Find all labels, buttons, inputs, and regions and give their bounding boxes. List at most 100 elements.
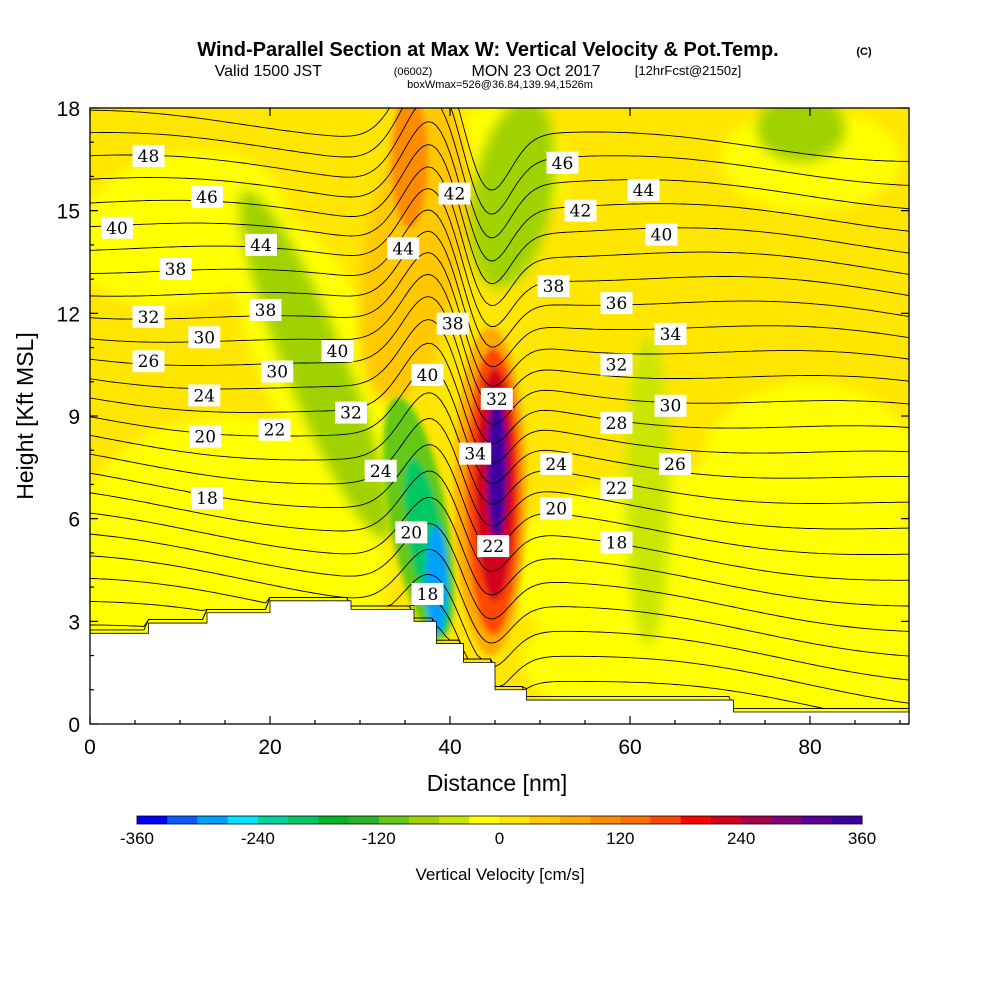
isentrope-label: 24 xyxy=(540,452,573,475)
valid-time: Valid 1500 JST xyxy=(215,63,323,80)
isentrope-line xyxy=(90,230,909,368)
x-axis-label: Distance [nm] xyxy=(427,770,568,796)
isentrope-label-text: 48 xyxy=(138,147,160,167)
isentrope-label-box xyxy=(600,292,633,315)
colorbar-segment xyxy=(680,816,712,824)
valid-date: MON 23 Oct 2017 xyxy=(472,63,601,80)
isentrope-line xyxy=(90,342,909,464)
isentrope-label: 40 xyxy=(645,223,678,246)
isentrope-label-box xyxy=(654,322,687,345)
isentrope-label: 36 xyxy=(600,292,633,315)
isentrope-label-box xyxy=(101,216,133,239)
isentrope-label-box xyxy=(132,350,165,373)
isentrope-label-text: 30 xyxy=(660,397,682,417)
isentrope-label-text: 38 xyxy=(255,301,277,321)
updraft-plume-core-upper xyxy=(391,108,428,228)
isentrope-label: 22 xyxy=(600,476,633,499)
isentrope-label-text: 22 xyxy=(482,537,504,557)
colorbar-tick-label: 240 xyxy=(727,829,755,848)
x-tick-label: 80 xyxy=(798,736,821,759)
colorbar-segment xyxy=(741,816,772,824)
isentrope-line xyxy=(90,188,909,327)
isentrope-label-box xyxy=(321,339,354,362)
y-tick-label: 9 xyxy=(68,406,80,429)
isentrope-line xyxy=(90,496,909,607)
field-region-right-mid xyxy=(702,381,909,553)
isentrope-label-text: 20 xyxy=(545,499,567,519)
isentrope-label-box xyxy=(480,387,513,410)
colorbar-segment xyxy=(620,816,652,824)
isentrope-label-box xyxy=(188,326,221,349)
isentrope-label: 28 xyxy=(600,411,633,434)
isentrope-label: 24 xyxy=(188,384,221,407)
isentrope-label-box xyxy=(540,452,573,475)
isentrope-label: 24 xyxy=(364,459,397,482)
isentrope-label-box xyxy=(245,233,277,256)
isentrope-label-text: 42 xyxy=(444,185,466,205)
y-tick-label: 18 xyxy=(57,98,80,121)
isentrope-label-box xyxy=(459,442,492,465)
x-tick-label: 40 xyxy=(438,736,461,759)
colorbar-segment xyxy=(559,816,591,824)
isentrope-label-box xyxy=(537,274,570,297)
isentrope-label: 38 xyxy=(159,257,192,280)
colorbar-segment xyxy=(257,816,289,824)
colorbar-segment xyxy=(439,816,470,824)
isentrope-label-text: 34 xyxy=(660,325,682,345)
isentrope-label: 42 xyxy=(438,182,471,205)
isentrope-label: 40 xyxy=(321,339,354,362)
colorbar-segment xyxy=(710,816,742,824)
colorbar-segment xyxy=(318,816,349,824)
isentrope-line xyxy=(90,108,909,191)
isentrope-label-box xyxy=(387,237,420,260)
x-tick-label: 20 xyxy=(258,736,281,759)
colorbar-segment xyxy=(590,816,621,824)
colorbar-segment xyxy=(137,816,168,824)
colorbar-tick-label: 360 xyxy=(848,829,876,848)
isentrope-line xyxy=(90,319,909,444)
colorbar-segment xyxy=(771,816,803,824)
isentrope-label: 18 xyxy=(191,487,223,510)
isentrope-label-box xyxy=(436,312,469,335)
isentrope-label: 30 xyxy=(654,394,687,417)
isentrope-label-box xyxy=(258,418,291,441)
isentrope-label-text: 42 xyxy=(570,202,592,222)
isentrope-line xyxy=(90,144,909,285)
isentrope-label: 48 xyxy=(132,144,165,167)
isentrope-label: 20 xyxy=(395,521,428,544)
isentrope-line xyxy=(90,108,909,239)
isentrope-label: 42 xyxy=(564,199,597,222)
downdraft-band-top-right xyxy=(756,108,846,163)
isentrope-label-box xyxy=(564,199,597,222)
isentrope-label-text: 38 xyxy=(442,315,464,335)
isentrope-label-box xyxy=(600,411,633,434)
isentrope-label-text: 44 xyxy=(392,239,414,259)
isentrope-label-text: 22 xyxy=(264,421,286,441)
isentrope-label-box xyxy=(364,459,397,482)
isentrope-label: 22 xyxy=(258,418,291,441)
velocity-field: 48 46 40 44 38 38 32 40 30 30 26 24 32 22 20 24 18 20 18 44… xyxy=(90,108,909,724)
isentrope-line xyxy=(90,209,909,348)
box-wmax-info: boxWmax=526@36.84,139.94,1526m xyxy=(407,79,593,91)
isentrope-label-text: 36 xyxy=(606,294,628,314)
chart-title: Wind-Parallel Section at Max W: Vertical… xyxy=(197,39,778,61)
colorbar-segment xyxy=(499,816,531,824)
isentrope-label-box xyxy=(188,384,221,407)
isentrope-label-text: 18 xyxy=(417,585,439,605)
y-tick-label: 12 xyxy=(57,303,80,326)
isentrope-label-box xyxy=(249,298,282,321)
isentrope-label-box xyxy=(191,487,223,510)
isentrope-label-text: 32 xyxy=(138,308,160,328)
isentrope-label-box xyxy=(654,394,687,417)
isentrope-label-box xyxy=(411,582,444,605)
downdraft-core-inner xyxy=(425,525,448,636)
colorbar-tick-label: -120 xyxy=(362,829,396,848)
colorbar-segment xyxy=(378,816,410,824)
isentrope-label: 40 xyxy=(411,363,444,386)
isentrope-label-box xyxy=(477,535,510,558)
isentrope-label-text: 32 xyxy=(486,390,508,410)
updraft-core-inner xyxy=(486,392,507,543)
isentrope-label-text: 40 xyxy=(327,342,349,362)
copyright-mark: (C) xyxy=(856,46,872,58)
